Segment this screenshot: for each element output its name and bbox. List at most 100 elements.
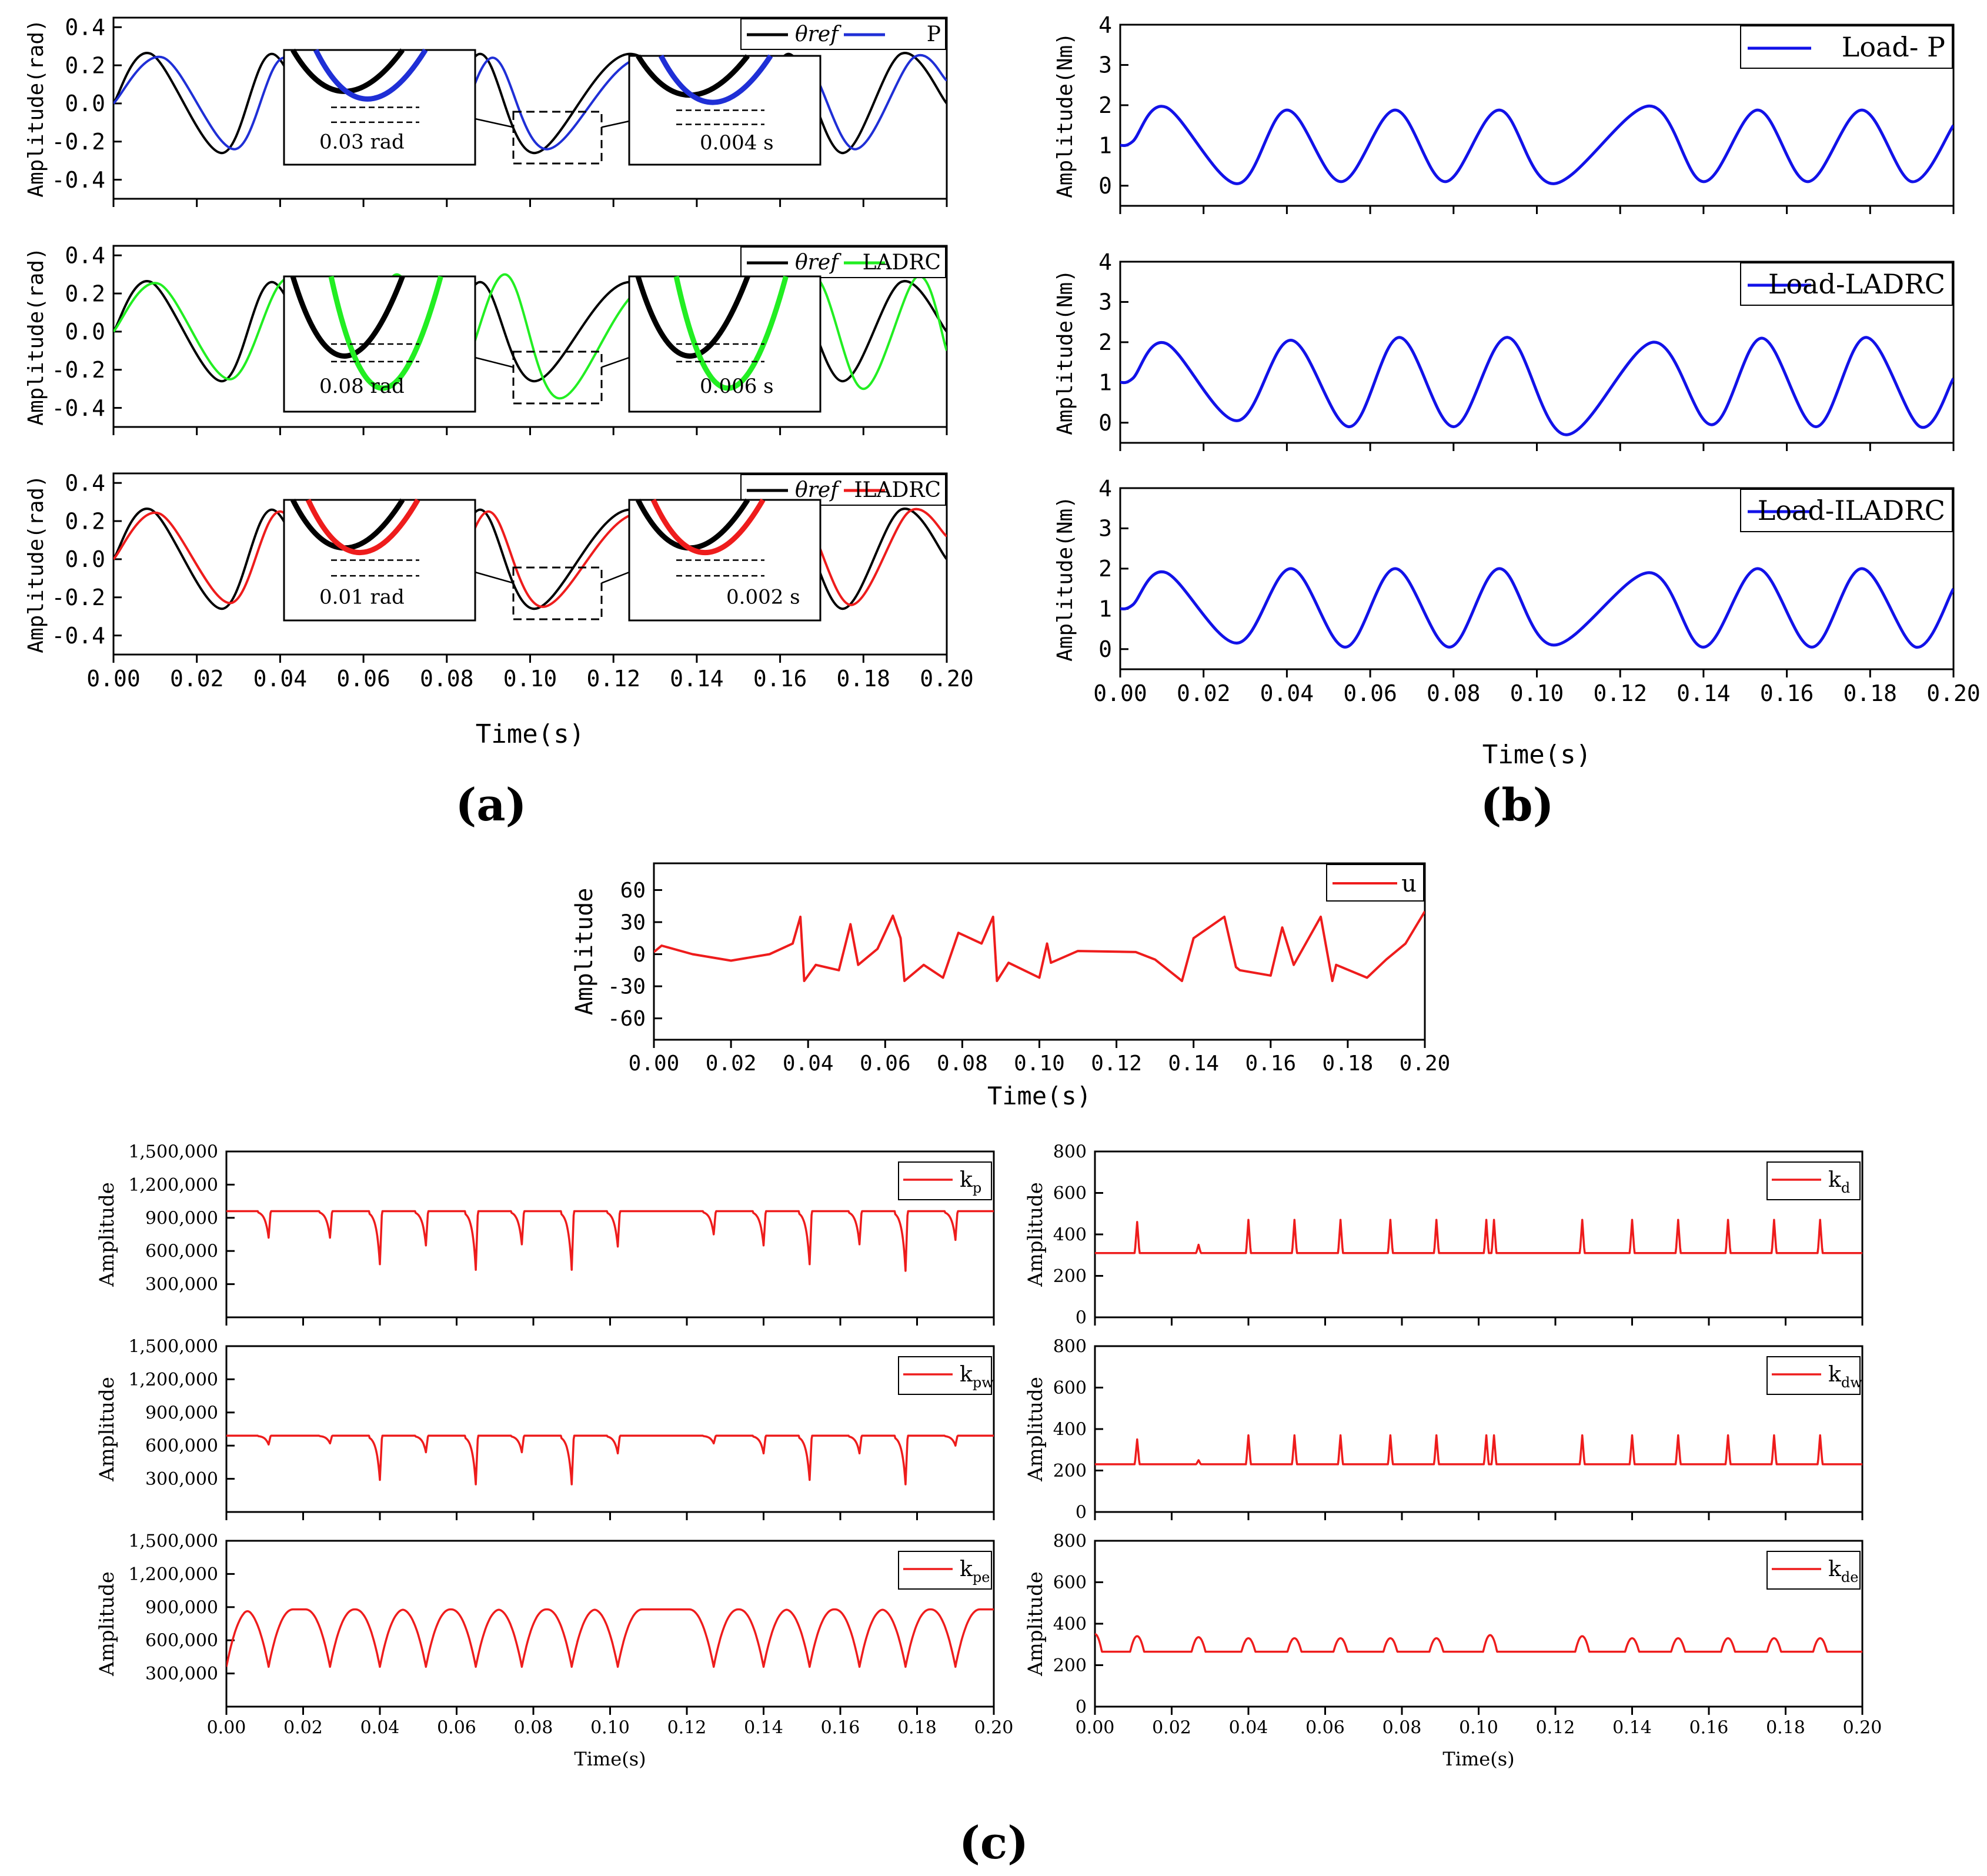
y-tick-label: 3 (1098, 289, 1112, 315)
y-axis-label: Amplitude (95, 1377, 119, 1482)
x-tick-label: 0.20 (1400, 1052, 1451, 1076)
y-tick-label: 900,000 (145, 1403, 218, 1423)
y-tick-label: 1,500,000 (128, 1337, 218, 1357)
y-tick-label: 4 (1098, 12, 1112, 38)
x-tick-label: 0.12 (586, 666, 640, 692)
legend-label: Load-ILADRC (1758, 495, 1945, 526)
y-tick-label: 800 (1053, 1337, 1087, 1357)
y-tick-label: -0.2 (51, 585, 105, 610)
panel-label-a: (a) (455, 779, 526, 831)
x-tick-label: 0.08 (1427, 680, 1481, 706)
x-tick-label: 0.04 (1260, 680, 1314, 706)
x-tick-label: 0.18 (1766, 1718, 1805, 1738)
x-tick-label: 0.04 (1229, 1718, 1268, 1738)
chart-kde: 0 200 400 600 800 0.00 0.02 0.04 0.06 0.08 0.10 0.1… (1024, 1531, 1882, 1771)
inset-ref-curve (635, 275, 750, 359)
x-tick-label: 0.18 (1844, 680, 1898, 706)
y-tick-label: 0.2 (65, 508, 105, 534)
legend-label: Load- P (1842, 31, 1945, 63)
y-tick-label: -30 (607, 975, 646, 999)
x-tick-label: 0.12 (667, 1718, 707, 1738)
y-tick-label: 800 (1053, 1531, 1087, 1552)
x-tick-label: 0.14 (744, 1718, 783, 1738)
x-tick-label: 0.02 (706, 1052, 757, 1076)
y-tick-label: -0.4 (51, 395, 105, 421)
connector-arrow (601, 571, 630, 584)
y-tick-label: 0 (1076, 1697, 1087, 1718)
x-tick-label: 0.04 (360, 1718, 400, 1738)
legend-label-method: ILADRC (854, 478, 941, 502)
y-tick-label: 0.2 (65, 281, 105, 306)
legend-box (1766, 1356, 1861, 1395)
inset-method-curve (328, 275, 443, 391)
x-tick-label: 0.06 (1343, 680, 1397, 706)
y-tick-label: 1,200,000 (128, 1175, 218, 1196)
x-tick-label: 0.20 (974, 1718, 1014, 1738)
x-axis-label: Time(s) (1482, 740, 1591, 770)
x-tick-label: 0.02 (1177, 680, 1231, 706)
plot-frame (653, 862, 1426, 1041)
chart-a1: -0.4 -0.2 0.0 0.2 0.4 Amplitude(rad) θref P 0.03… (24, 15, 948, 207)
y-tick-label: 60 (620, 879, 646, 903)
y-tick-label: 600 (1053, 1183, 1087, 1204)
legend-box (1766, 1161, 1861, 1200)
panel-label-b: (b) (1480, 779, 1554, 831)
x-tick-label: 0.00 (86, 666, 141, 692)
y-tick-label: 1,200,000 (128, 1564, 218, 1585)
y-tick-label: 900,000 (145, 1208, 218, 1229)
series-line-ILADRC (113, 508, 947, 608)
series-line-kdw (1095, 1434, 1862, 1466)
x-tick-label: 0.16 (1689, 1718, 1729, 1738)
legend-box (898, 1551, 992, 1590)
y-tick-label: 0.0 (65, 546, 105, 572)
y-tick-label: 0.4 (65, 470, 105, 496)
y-tick-label: 0.4 (65, 15, 105, 41)
inset-amplitude-label: 0.08 rad (319, 375, 405, 398)
y-tick-label: 0 (1076, 1503, 1087, 1523)
x-tick-label: 0.16 (753, 666, 807, 692)
plot-frame (225, 1345, 995, 1513)
legend-label-ref: θref (795, 478, 841, 502)
x-tick-label: 0.02 (170, 666, 224, 692)
x-tick-label: 0.00 (207, 1718, 246, 1738)
y-axis-label: Amplitude (1024, 1571, 1047, 1677)
y-tick-label: 1 (1098, 370, 1112, 396)
y-tick-label: 0 (1098, 173, 1112, 199)
y-tick-label: 0.0 (65, 91, 105, 116)
series-line-kd (1095, 1219, 1862, 1254)
series-line-u (654, 910, 1425, 982)
y-tick-label: 2 (1098, 329, 1112, 355)
y-tick-label: -60 (607, 1007, 646, 1031)
y-axis-label: Amplitude(rad) (24, 247, 48, 425)
inset-ref-curve (290, 275, 405, 359)
y-axis-label: Amplitude(Nm) (1053, 32, 1077, 198)
y-tick-label: 1,500,000 (128, 1531, 218, 1552)
x-axis-label: Time(s) (1442, 1748, 1514, 1770)
y-axis-label: Amplitude(Nm) (1053, 269, 1077, 435)
y-tick-label: 200 (1053, 1461, 1087, 1481)
legend-label-method: LADRC (863, 251, 941, 275)
inset-time-label: 0.002 s (726, 585, 800, 609)
chart-kpe: 300,000 600,000 900,000 1,200,000 1,500,000 0… (95, 1531, 1013, 1771)
y-tick-label: -0.2 (51, 129, 105, 155)
y-tick-label: 600,000 (145, 1631, 218, 1651)
y-tick-label: 0 (1098, 410, 1112, 436)
x-tick-label: 0.20 (920, 666, 974, 692)
x-tick-label: 0.12 (1091, 1052, 1142, 1076)
inset-time-label: 0.006 s (700, 375, 774, 398)
legend-box (898, 1356, 992, 1395)
series-line-θref (113, 280, 947, 383)
x-tick-label: 0.14 (1612, 1718, 1652, 1738)
chart-kd: 0 200 400 600 800 Amplitude kd (1024, 1142, 1864, 1328)
legend-label: kdw (1828, 1363, 1862, 1391)
chart-u: -60 -30 0 30 60 0.00 0.02 0.04 0.06 0.08 0.10 0.12 0… (571, 862, 1451, 1110)
x-tick-label: 0.14 (1168, 1052, 1219, 1076)
y-tick-label: 400 (1053, 1225, 1087, 1246)
x-tick-label: 0.18 (897, 1718, 937, 1738)
x-tick-label: 0.20 (1843, 1718, 1882, 1738)
y-tick-label: 2 (1098, 92, 1112, 118)
y-tick-label: 400 (1053, 1420, 1087, 1440)
legend-box (898, 1161, 992, 1200)
series-line-Load- P (1120, 104, 1953, 185)
